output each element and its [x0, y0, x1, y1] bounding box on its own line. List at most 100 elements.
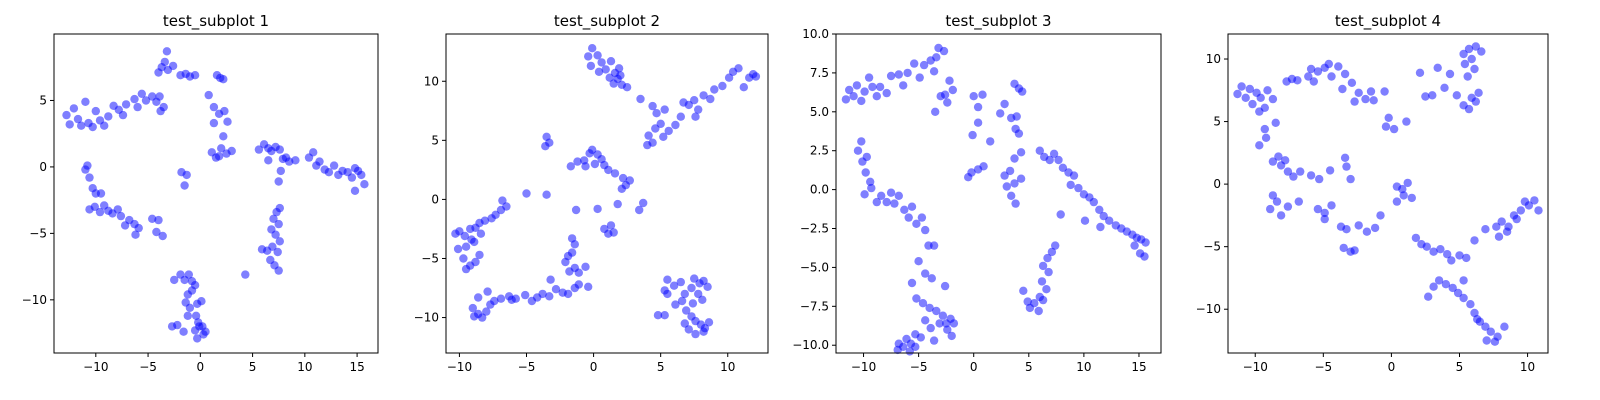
- x-tick-label: 0: [1388, 360, 1396, 374]
- scatter-point: [699, 91, 708, 100]
- scatter-point: [148, 214, 157, 223]
- scatter-point: [1424, 292, 1433, 301]
- scatter-point: [1428, 91, 1437, 100]
- scatter-point: [350, 186, 360, 195]
- scatter-point: [978, 90, 987, 99]
- scatter-point: [1056, 210, 1065, 219]
- scatter-point: [1313, 204, 1323, 214]
- scatter-point: [1441, 280, 1451, 289]
- scatter-point: [1327, 72, 1336, 81]
- points: [451, 44, 761, 339]
- scatter-point: [1350, 97, 1359, 106]
- scatter-point: [1459, 49, 1468, 59]
- x-tick-label: 10: [1520, 360, 1535, 374]
- scatter-point: [1007, 191, 1016, 200]
- scatter-point: [257, 245, 267, 254]
- scatter-point: [1268, 94, 1278, 104]
- scatter-point: [1500, 322, 1509, 331]
- scatter-point: [273, 247, 282, 257]
- x-tick-label: 5: [657, 360, 665, 374]
- scatter-point: [1354, 221, 1363, 230]
- scatter-point: [1237, 82, 1246, 91]
- subplot-title: test_subplot 1: [163, 12, 269, 31]
- scatter-point: [357, 170, 366, 180]
- subplot-title: test_subplot 2: [554, 12, 660, 31]
- scatter-point: [538, 289, 547, 299]
- scatter-point: [1089, 197, 1099, 207]
- scatter-point: [227, 146, 236, 156]
- x-tick-label: −10: [447, 360, 472, 374]
- scatter-point: [1447, 256, 1456, 265]
- scatter-point: [618, 173, 628, 183]
- scatter-point: [1534, 206, 1543, 215]
- scatter-point: [551, 285, 561, 294]
- scatter-point: [1459, 293, 1468, 303]
- scatter-point: [475, 250, 484, 260]
- axes-frame: [1227, 33, 1549, 354]
- scatter-point: [571, 205, 581, 215]
- scatter-point: [467, 235, 476, 244]
- scatter-point: [1096, 222, 1105, 232]
- scatter-point: [1474, 88, 1483, 98]
- y-tick-label: 10.0: [802, 27, 829, 41]
- scatter-point: [1380, 87, 1389, 96]
- scatter-point: [1035, 146, 1045, 155]
- scatter-point: [862, 152, 871, 162]
- scatter-point: [1490, 337, 1500, 346]
- scatter-point: [1016, 174, 1026, 183]
- x-tick-label: 10: [720, 360, 735, 374]
- scatter-point: [1283, 202, 1293, 211]
- subplot-2: test_subplot 2 −10 −5 0 5 10 −10 −5 0 5 10: [414, 12, 769, 374]
- scatter-point: [201, 327, 210, 336]
- scatter-point: [193, 334, 202, 343]
- scatter-point: [1255, 107, 1264, 116]
- scatter-point: [158, 231, 167, 241]
- scatter-point: [617, 184, 626, 193]
- y-tick-label: 0.0: [810, 183, 829, 197]
- scatter-point: [581, 162, 590, 171]
- scatter-point: [973, 118, 983, 127]
- scatter-point: [1069, 171, 1079, 180]
- scatter-point: [622, 83, 632, 92]
- scatter-point: [1362, 227, 1372, 236]
- scatter-point: [872, 197, 881, 207]
- scatter-point: [204, 90, 213, 100]
- scatter-point: [893, 345, 902, 355]
- scatter-point: [1042, 285, 1051, 294]
- scatter-point: [1350, 246, 1359, 255]
- scatter-point: [1422, 242, 1432, 251]
- subplot-4: test_subplot 4 −10 −5 0 5 10 −10 −5 0 5 10: [1196, 12, 1549, 374]
- scatter-point: [1436, 245, 1445, 254]
- scatter-point: [921, 316, 930, 325]
- scatter-point: [1245, 84, 1255, 94]
- scatter-point: [680, 289, 689, 299]
- y-tick-label: −10.0: [792, 338, 829, 352]
- y-tick-label: 0: [39, 160, 47, 174]
- y-tick-label: −5: [1203, 240, 1221, 254]
- scatter-point: [604, 229, 613, 238]
- scatter-point: [899, 81, 908, 90]
- scatter-point: [1342, 162, 1351, 171]
- scatter-point: [864, 73, 874, 82]
- scatter-point: [1014, 129, 1024, 138]
- scatter-point: [903, 68, 912, 78]
- scatter-point: [594, 67, 604, 77]
- scatter-point: [542, 190, 551, 199]
- scatter-point: [927, 274, 936, 283]
- scatter-point: [660, 105, 669, 114]
- scatter-point: [155, 92, 164, 101]
- scatter-point: [1361, 94, 1370, 104]
- scatter-point: [137, 89, 146, 99]
- scatter-point: [471, 257, 480, 267]
- scatter-point: [1347, 78, 1357, 88]
- y-tick-label: 5.0: [810, 105, 829, 119]
- scatter-point: [1327, 201, 1336, 210]
- scatter-point: [470, 312, 479, 321]
- y-tick-label: 5: [39, 93, 47, 107]
- x-tick-label: 5: [1025, 360, 1033, 374]
- scatter-point: [217, 144, 226, 153]
- scatter-point: [914, 257, 923, 266]
- scatter-point: [1516, 206, 1526, 215]
- scatter-point: [184, 270, 193, 279]
- scatter-point: [1339, 243, 1348, 253]
